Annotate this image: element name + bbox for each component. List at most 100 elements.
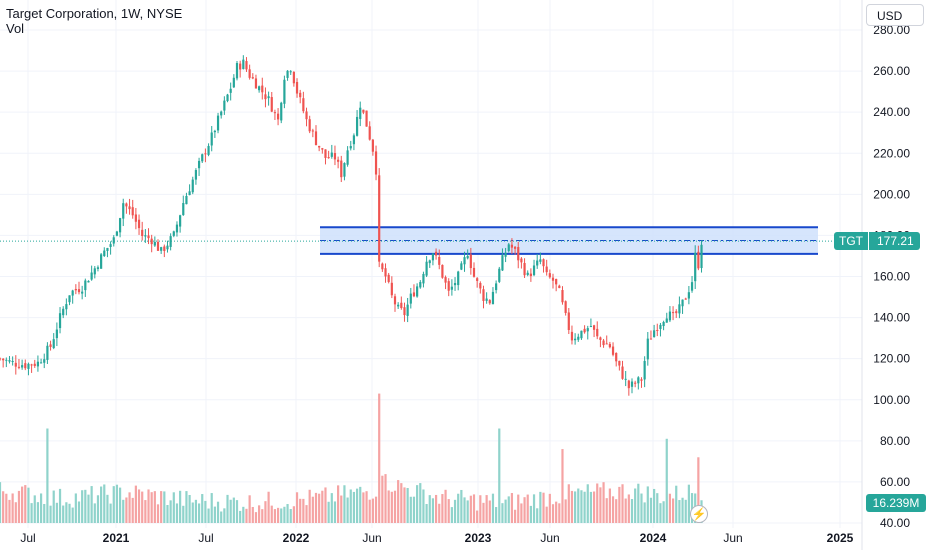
volume-bar: [81, 490, 84, 523]
candle-body: [318, 145, 321, 148]
candle-body: [466, 255, 469, 259]
candle-body: [125, 203, 128, 207]
candle-body: [0, 358, 2, 360]
time-tick-label: 2022: [283, 531, 310, 545]
volume-bar: [327, 501, 330, 523]
volume-bar: [179, 490, 182, 523]
candle-body: [267, 96, 270, 99]
volume-bar: [627, 494, 630, 523]
volume-bar: [55, 502, 58, 523]
volume-bar: [258, 505, 261, 523]
volume-legend-label[interactable]: Vol: [6, 21, 25, 36]
volume-bar: [668, 493, 672, 523]
volume-bar: [662, 501, 665, 523]
candle-body: [46, 345, 49, 360]
volume-bar: [223, 508, 226, 523]
volume-bar: [485, 495, 488, 523]
volume-bar: [295, 492, 299, 523]
volume-bar: [346, 497, 349, 523]
candle-body: [55, 329, 58, 339]
price-tick-label: 240.00: [873, 105, 910, 119]
candle-body: [245, 61, 248, 70]
volume-bar: [267, 491, 270, 523]
volume-bar: [409, 496, 412, 523]
volume-bar: [343, 485, 346, 523]
candle-body: [49, 344, 52, 347]
price-axis[interactable]: 40.0060.0080.00100.00120.00140.00160.001…: [873, 23, 910, 530]
candle-body: [324, 149, 327, 158]
candle-body: [428, 260, 431, 264]
candle-body: [112, 237, 115, 244]
volume-bar: [469, 495, 472, 523]
volume-bar: [523, 497, 526, 523]
candle-body: [62, 308, 65, 316]
lightning-icon[interactable]: ⚡: [690, 505, 708, 523]
volume-bar: [160, 491, 163, 523]
candle-body: [302, 98, 305, 112]
time-tick-label: Jun: [362, 531, 381, 545]
volume-bar: [586, 484, 589, 523]
volume-bar: [305, 505, 308, 523]
volume-bar: [536, 508, 539, 523]
candle-body: [592, 325, 596, 330]
candle-body: [169, 236, 172, 247]
candle-body: [684, 298, 687, 300]
volume-bar: [476, 510, 479, 523]
candle-body: [542, 259, 545, 267]
volume-bar: [163, 491, 166, 523]
candle-body: [39, 362, 43, 364]
volume-bar: [324, 487, 327, 523]
time-tick-label: Jul: [20, 531, 35, 545]
candle-body: [627, 380, 630, 389]
candle-body: [24, 363, 27, 369]
candle-body: [532, 265, 536, 276]
volume-bar: [337, 485, 340, 523]
candle-body: [220, 111, 223, 116]
volume-bar: [122, 499, 125, 523]
candle-body: [539, 259, 542, 262]
candle-body: [678, 304, 681, 314]
time-tick-label: Jul: [198, 531, 213, 545]
candle-body: [27, 363, 30, 369]
candle-body: [333, 153, 337, 160]
volume-bar: [630, 499, 634, 523]
candle-body: [90, 272, 93, 280]
candle-body: [640, 379, 643, 381]
candle-body: [498, 268, 501, 282]
volume-bar: [349, 489, 352, 523]
volume-bar: [27, 487, 30, 523]
volume-bar: [555, 501, 558, 523]
price-tick-label: 260.00: [873, 64, 910, 78]
price-tick-label: 100.00: [873, 393, 910, 407]
candle-body: [337, 159, 340, 162]
volume-bar: [504, 499, 507, 523]
candle-body: [163, 246, 166, 251]
candle-body: [150, 238, 153, 245]
candle-body: [425, 261, 428, 276]
volume-bar: [201, 494, 204, 523]
volume-bar: [390, 491, 393, 523]
currency-button[interactable]: USD: [866, 4, 924, 26]
volume-bar: [106, 494, 109, 523]
symbol-title[interactable]: Target Corporation, 1W, NYSE: [6, 6, 183, 21]
volume-bar: [169, 500, 172, 523]
candle-body: [589, 326, 593, 328]
volume-bar: [131, 497, 134, 523]
volume-bar: [621, 484, 624, 523]
candle-body: [188, 191, 191, 196]
time-axis[interactable]: Jul 2021 Jul 2022 Jun 2023 Jun 2024 Jun 2025: [20, 531, 853, 545]
candle-body: [457, 271, 460, 286]
candle-body: [118, 218, 122, 233]
volume-bar: [513, 509, 517, 523]
candle-body: [602, 340, 605, 346]
volume-bar: [371, 498, 374, 523]
candle-body: [223, 100, 226, 111]
candle-body: [384, 268, 387, 277]
volume-bar: [207, 508, 210, 523]
candle-body: [596, 328, 599, 337]
time-tick-label: 2024: [640, 531, 667, 545]
candle-body: [5, 359, 8, 361]
candle-body: [156, 241, 160, 251]
candle-body: [378, 175, 381, 262]
